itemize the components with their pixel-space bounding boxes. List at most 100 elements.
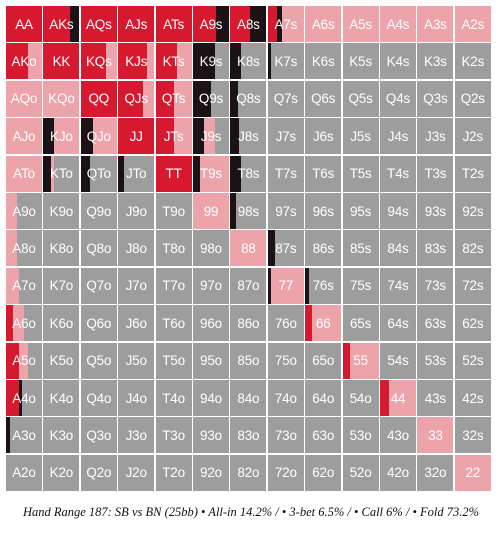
freq-fold-J3o: [118, 417, 155, 454]
hand-label: 75s: [350, 278, 372, 294]
hand-cell-73s: 73s: [417, 267, 454, 304]
hand-cell-QTs: QTs: [155, 80, 192, 117]
hand-label: K2s: [461, 53, 485, 69]
hand-label: 83o: [237, 427, 260, 443]
hand-label: Q8s: [236, 91, 261, 107]
freq-call-KTo: [50, 155, 55, 192]
hand-label: J3s: [425, 128, 446, 144]
hand-cell-KQs: KQs: [80, 43, 117, 80]
hand-cell-K8o: K8o: [43, 230, 80, 267]
freq-fold-J7s: [267, 118, 304, 155]
hand-cell-A2s: A2s: [454, 6, 491, 42]
hand-cell-A8s: A8s: [230, 6, 267, 42]
freq-fold-K7o: [43, 267, 80, 304]
hand-label: 54o: [349, 390, 372, 406]
hand-cell-JJ: JJ: [118, 118, 155, 155]
freq-fold-K3s: [417, 43, 454, 80]
freq-allin-A7s: [267, 6, 277, 42]
hand-label: T8s: [237, 166, 260, 182]
hand-cell-94o: 94o: [193, 380, 229, 416]
freq-threebet-T8s: [230, 155, 242, 192]
hand-label: KQo: [48, 91, 75, 107]
freq-fold-J7o: [118, 267, 155, 304]
freq-fold-32s: [454, 417, 491, 454]
freq-fold-JTo: [123, 155, 155, 192]
hand-cell-52o: 52o: [342, 454, 379, 491]
hand-label: 82s: [462, 240, 484, 256]
hand-cell-52s: 52s: [454, 342, 491, 379]
hand-cell-83s: 83s: [417, 230, 454, 267]
hand-cell-K7o: K7o: [43, 267, 80, 304]
hand-label: JJ: [129, 128, 143, 144]
hand-label: J5s: [350, 128, 371, 144]
hand-cell-AKs: AKs: [43, 6, 80, 42]
hand-label: 75o: [274, 353, 297, 369]
hand-label: 62o: [312, 465, 335, 481]
freq-allin-A5o: [6, 342, 19, 379]
freq-fold-95s: [342, 193, 379, 229]
freq-fold-K5s: [342, 43, 379, 80]
hand-cell-A6o: A6o: [6, 305, 42, 342]
freq-fold-73o: [267, 417, 304, 454]
hand-cell-T4s: T4s: [380, 155, 416, 192]
freq-fold-72o: [267, 454, 304, 491]
hand-label: Q5s: [348, 91, 373, 107]
freq-fold-J8s: [239, 118, 267, 155]
freq-fold-63s: [417, 305, 454, 342]
hand-cell-A8o: A8o: [6, 230, 42, 267]
hand-cell-K9o: K9o: [43, 193, 80, 229]
freq-fold-98s: [235, 193, 267, 229]
freq-fold-T9o: [155, 193, 192, 229]
freq-fold-A7o: [18, 267, 42, 304]
hand-cell-KTs: KTs: [155, 43, 192, 80]
freq-fold-T8o: [155, 230, 192, 267]
hand-label: K8o: [49, 240, 74, 256]
hand-label: T2s: [461, 166, 484, 182]
hand-cell-K6o: K6o: [43, 305, 80, 342]
hand-cell-J6o: J6o: [118, 305, 155, 342]
hand-cell-85o: 85o: [230, 342, 267, 379]
freq-fold-J9s: [214, 118, 229, 155]
freq-fold-J5o: [118, 342, 155, 379]
hand-cell-73o: 73o: [267, 417, 304, 454]
freq-fold-K2o: [43, 454, 80, 491]
hand-label: 52o: [349, 465, 372, 481]
freq-fold-83o: [230, 417, 267, 454]
freq-threebet-J9s: [193, 118, 204, 155]
hand-cell-T5o: T5o: [155, 342, 192, 379]
hand-cell-AQs: AQs: [80, 6, 117, 42]
hand-label: 63o: [312, 427, 335, 443]
freq-fold-54s: [380, 342, 416, 379]
freq-fold-Q3s: [417, 80, 454, 117]
hand-cell-93o: 93o: [193, 417, 229, 454]
freq-fold-85s: [342, 230, 379, 267]
hand-cell-KTo: KTo: [43, 155, 80, 192]
hand-cell-Q2o: Q2o: [80, 454, 117, 491]
hand-label: K5o: [49, 353, 74, 369]
hand-cell-97o: 97o: [193, 267, 229, 304]
freq-allin-JTs: [155, 118, 174, 155]
freq-threebet-A9s: [216, 6, 229, 42]
freq-call-QJs: [143, 80, 155, 117]
freq-fold-K5o: [43, 342, 80, 379]
hand-cell-K7s: K7s: [267, 43, 304, 80]
hand-label: KTo: [50, 166, 73, 182]
hand-label: J7s: [275, 128, 297, 144]
hand-label: KK: [52, 53, 71, 69]
freq-fold-Q9s: [211, 80, 229, 117]
freq-fold-A5o: [27, 342, 42, 379]
hand-label: 96s: [312, 203, 334, 219]
freq-fold-84o: [230, 380, 267, 416]
hand-label: 87o: [237, 278, 260, 294]
hand-label: A2o: [12, 465, 36, 481]
freq-fold-QTo: [89, 155, 117, 192]
freq-call-A8o: [6, 230, 17, 267]
hand-cell-32o: 32o: [417, 454, 454, 491]
hand-cell-66: 66: [305, 305, 342, 342]
hand-label: J6o: [125, 315, 147, 331]
freq-fold-T8s: [241, 155, 267, 192]
freq-fold-97o: [193, 267, 229, 304]
hand-label: K9s: [199, 53, 223, 69]
hand-cell-87s: 87s: [267, 230, 304, 267]
hand-cell-76o: 76o: [267, 305, 304, 342]
